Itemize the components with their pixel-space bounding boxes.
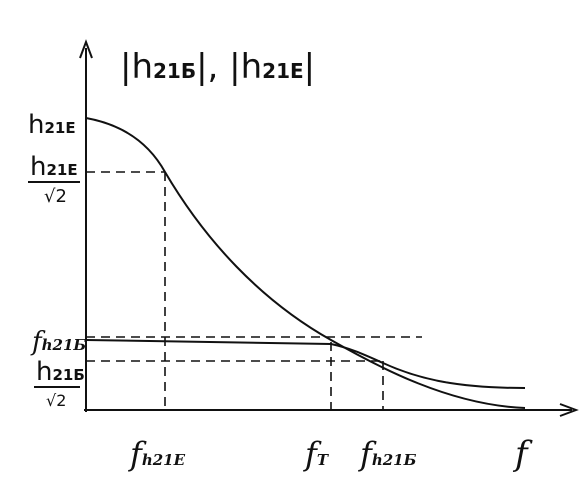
y-label: h21Б <box>36 357 85 387</box>
label-sub: h21Б <box>42 336 87 354</box>
label-sub: T <box>317 451 330 469</box>
title-part: |h <box>120 47 153 87</box>
curve-h21b <box>85 339 526 389</box>
x-label: fh21Б <box>358 435 417 473</box>
guide-h21b-root2 <box>86 360 384 410</box>
label-sub: h21Б <box>372 451 417 469</box>
title: |h21Б|, |h21Е| <box>120 47 315 87</box>
denominator: √2 <box>44 186 67 207</box>
title-sub: 21Е <box>262 59 304 83</box>
title-part: | <box>304 47 315 87</box>
guide-fh21e <box>86 171 166 410</box>
label-sub: 21Е <box>46 161 77 179</box>
x-label: fT <box>303 435 330 473</box>
y-arrow <box>79 39 93 59</box>
y-label: fh21Б <box>30 327 86 357</box>
label-sub: 21Е <box>44 119 75 137</box>
y-label: h21Е <box>30 152 78 182</box>
label-base: h <box>36 357 52 387</box>
y-label: h21Е <box>28 110 76 140</box>
title-part: |, |h <box>196 47 262 87</box>
label-base: h <box>28 110 44 140</box>
x-arrow <box>559 403 579 417</box>
label-base: f <box>512 434 533 474</box>
denominator: √2 <box>46 391 66 410</box>
curve-h21e <box>85 117 526 409</box>
label-base: h <box>30 152 46 182</box>
label-sub: 21Б <box>52 366 84 384</box>
label-sub: h21Е <box>142 451 186 469</box>
title-sub: 21Б <box>153 59 196 83</box>
x-label: f <box>512 434 533 474</box>
x-label: fh21Е <box>128 435 186 473</box>
